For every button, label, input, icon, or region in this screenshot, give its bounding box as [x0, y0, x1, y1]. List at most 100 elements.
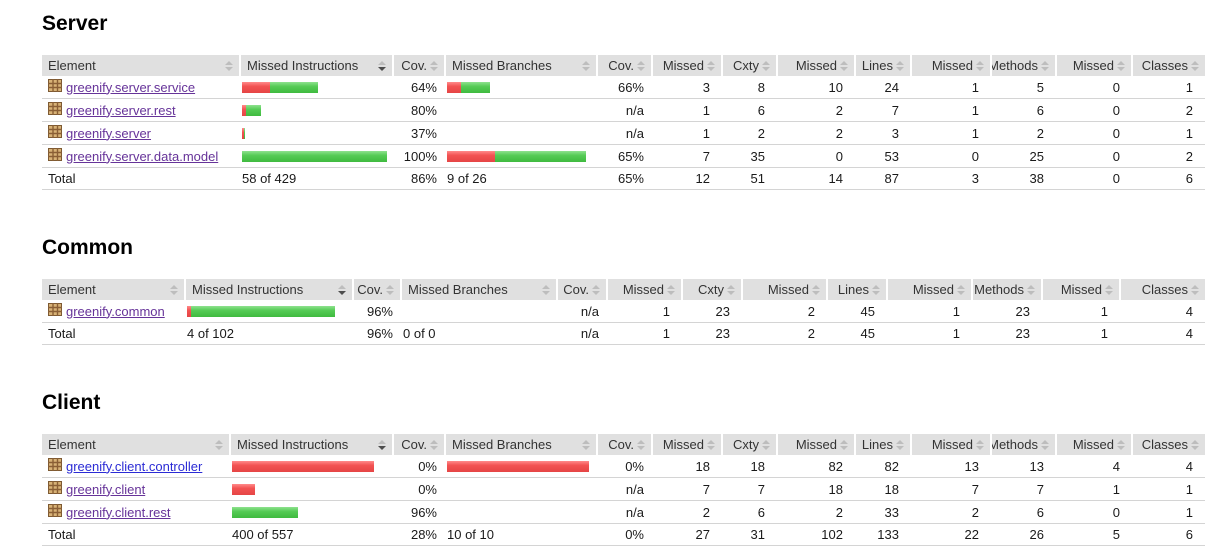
column-header-classes[interactable]: Classes	[1131, 55, 1205, 76]
counter-cell-missed-methods: 1	[911, 76, 991, 99]
covered-bar-segment	[246, 104, 261, 116]
column-header-missed-branches[interactable]: Missed Branches	[444, 55, 597, 76]
total-counter-cell-missed-lines: 2	[742, 322, 827, 345]
column-header-cxty[interactable]: Cxty	[721, 55, 777, 76]
column-header-missed[interactable]: Missed	[910, 55, 991, 76]
total-branches-cell: 9 of 26	[445, 167, 597, 190]
missed-instructions-bar-cell	[230, 477, 393, 501]
column-header-label: Cov.	[357, 282, 383, 297]
column-header-element[interactable]: Element	[42, 55, 240, 76]
counter-cell-missed-classes: 0	[1056, 98, 1132, 122]
column-header-cxty[interactable]: Cxty	[681, 279, 742, 300]
column-header-label: Lines	[861, 58, 893, 73]
column-header-label: Classes	[1141, 282, 1188, 297]
column-header-cov[interactable]: Cov.	[392, 55, 445, 76]
element-cell: greenify.client.controller	[42, 455, 230, 478]
branches-coverage-bar	[447, 507, 593, 518]
column-header-classes[interactable]: Classes	[1131, 434, 1205, 455]
column-header-methods[interactable]: Methods	[971, 279, 1042, 300]
column-header-missed[interactable]: Missed	[776, 55, 855, 76]
column-header-missed[interactable]: Missed	[1041, 279, 1120, 300]
column-header-label: Classes	[1141, 437, 1188, 452]
column-header-lines[interactable]: Lines	[854, 434, 911, 455]
column-header-classes[interactable]: Classes	[1119, 279, 1205, 300]
column-header-lines[interactable]: Lines	[826, 279, 887, 300]
missed-branches-bar-cell	[445, 121, 597, 145]
counter-cell-lines: 18	[855, 477, 911, 501]
column-header-missed-branches[interactable]: Missed Branches	[444, 434, 597, 455]
total-counter-cell-cxty: 23	[682, 322, 742, 345]
column-header-methods[interactable]: Methods	[990, 55, 1056, 76]
package-icon	[48, 458, 62, 474]
counter-cell-cxty: 8	[722, 76, 777, 99]
column-header-label: Missed Instructions	[237, 437, 349, 452]
column-header-missed-branches[interactable]: Missed Branches	[400, 279, 557, 300]
column-header-label: Cov.	[608, 437, 634, 452]
column-header-missed[interactable]: Missed	[1055, 55, 1132, 76]
counter-cell-methods: 23	[972, 300, 1042, 323]
column-header-missed[interactable]: Missed	[910, 434, 991, 455]
sort-icon	[582, 60, 590, 71]
instructions-coverage-cell: 96%	[353, 300, 401, 323]
column-header-missed[interactable]: Missed	[741, 279, 827, 300]
package-link[interactable]: greenify.client	[66, 481, 146, 497]
column-header-missed[interactable]: Missed	[651, 434, 722, 455]
branches-coverage-cell: n/a	[597, 500, 652, 524]
element-wrap: greenify.client.rest	[48, 504, 222, 520]
package-row: greenify.server.service 64% 66% 3 8 10 24 1 5 0 1	[42, 76, 1205, 99]
counter-cell-cxty: 18	[722, 455, 777, 478]
column-header-missed-instructions[interactable]: Missed Instructions	[229, 434, 393, 455]
package-link[interactable]: greenify.server.service	[66, 79, 196, 95]
column-header-label: Missed	[662, 437, 704, 452]
sort-icon	[976, 439, 984, 450]
missed-instructions-bar-cell	[240, 76, 393, 99]
column-header-missed-instructions[interactable]: Missed Instructions	[184, 279, 353, 300]
column-header-methods[interactable]: Methods	[990, 434, 1056, 455]
column-header-element[interactable]: Element	[42, 279, 185, 300]
column-header-cxty[interactable]: Cxty	[721, 434, 777, 455]
package-link[interactable]: greenify.server.data.model	[66, 148, 219, 164]
column-header-missed[interactable]: Missed	[651, 55, 722, 76]
counter-cell-missed-lines: 82	[777, 455, 855, 478]
column-header-lines[interactable]: Lines	[854, 55, 911, 76]
package-link[interactable]: greenify.common	[66, 303, 165, 319]
column-header-label: Cov.	[401, 437, 427, 452]
missed-bar-segment	[232, 483, 255, 495]
package-link[interactable]: greenify.server.rest	[66, 102, 176, 118]
package-icon	[48, 303, 62, 319]
package-link[interactable]: greenify.client.controller	[66, 458, 203, 474]
total-row: Total 4 of 102 96% 0 of 0 n/a 1 23 2 45 1 23 1 4	[42, 322, 1205, 345]
sort-icon	[1191, 60, 1199, 71]
missed-bar-segment	[447, 150, 495, 162]
total-row: Total 400 of 557 28% 10 of 10 0% 27 31 102 133 22…	[42, 523, 1205, 546]
column-header-cov[interactable]: Cov.	[352, 279, 401, 300]
sort-icon	[1027, 284, 1035, 295]
missed-branches-bar-cell	[445, 144, 597, 168]
package-icon	[48, 481, 62, 497]
instructions-coverage-cell: 0%	[393, 477, 445, 501]
missed-bar-segment	[187, 305, 191, 317]
column-header-cov[interactable]: Cov.	[596, 434, 652, 455]
column-header-missed[interactable]: Missed	[1055, 434, 1132, 455]
column-header-missed[interactable]: Missed	[606, 279, 682, 300]
column-header-cov[interactable]: Cov.	[556, 279, 607, 300]
counter-cell-missed-cxty: 7	[652, 144, 722, 168]
column-header-missed[interactable]: Missed	[886, 279, 972, 300]
column-header-missed-instructions[interactable]: Missed Instructions	[239, 55, 393, 76]
column-header-element[interactable]: Element	[42, 434, 230, 455]
branches-coverage-cell: 65%	[597, 144, 652, 168]
branches-coverage-cell: n/a	[597, 121, 652, 145]
package-link[interactable]: greenify.client.rest	[66, 504, 171, 520]
sort-icon	[542, 284, 550, 295]
sort-icon	[582, 439, 590, 450]
package-link[interactable]: greenify.server	[66, 125, 152, 141]
column-header-cov[interactable]: Cov.	[596, 55, 652, 76]
total-counter-cell-missed-methods: 22	[911, 523, 991, 546]
column-header-cov[interactable]: Cov.	[392, 434, 445, 455]
total-counter-cell-classes: 6	[1132, 167, 1205, 190]
counter-cell-cxty: 6	[722, 500, 777, 524]
column-header-missed[interactable]: Missed	[776, 434, 855, 455]
counter-cell-methods: 7	[991, 477, 1056, 501]
counter-cell-missed-methods: 1	[911, 98, 991, 122]
missed-bar-segment	[232, 460, 374, 472]
